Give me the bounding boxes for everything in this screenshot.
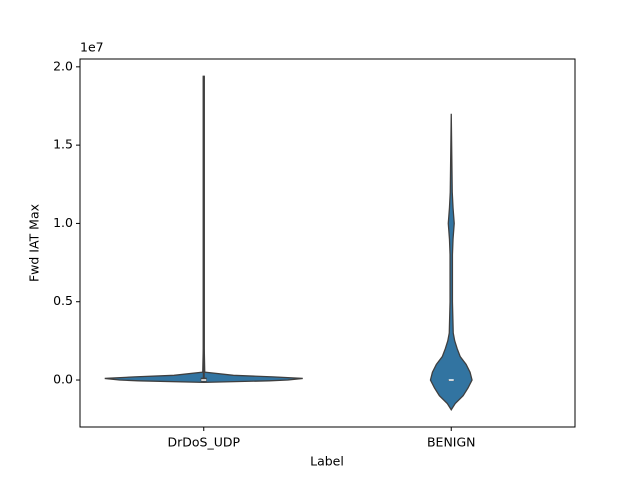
y-tick-label: 2.0 <box>53 58 73 73</box>
x-axis-label: Label <box>310 454 344 469</box>
y-tick-label: 1.0 <box>53 215 73 230</box>
y-tick-label: 1.5 <box>53 137 73 152</box>
y-axis-label: Fwd IAT Max <box>27 204 42 282</box>
x-tick-label: BENIGN <box>427 435 476 450</box>
violin <box>429 113 473 411</box>
y-tick-label: 0.0 <box>53 372 73 387</box>
plot-frame <box>79 58 576 428</box>
x-tick-label: DrDoS_UDP <box>167 435 240 450</box>
offset-label: 1e7 <box>80 40 104 55</box>
y-tick-label: 0.5 <box>53 293 73 308</box>
